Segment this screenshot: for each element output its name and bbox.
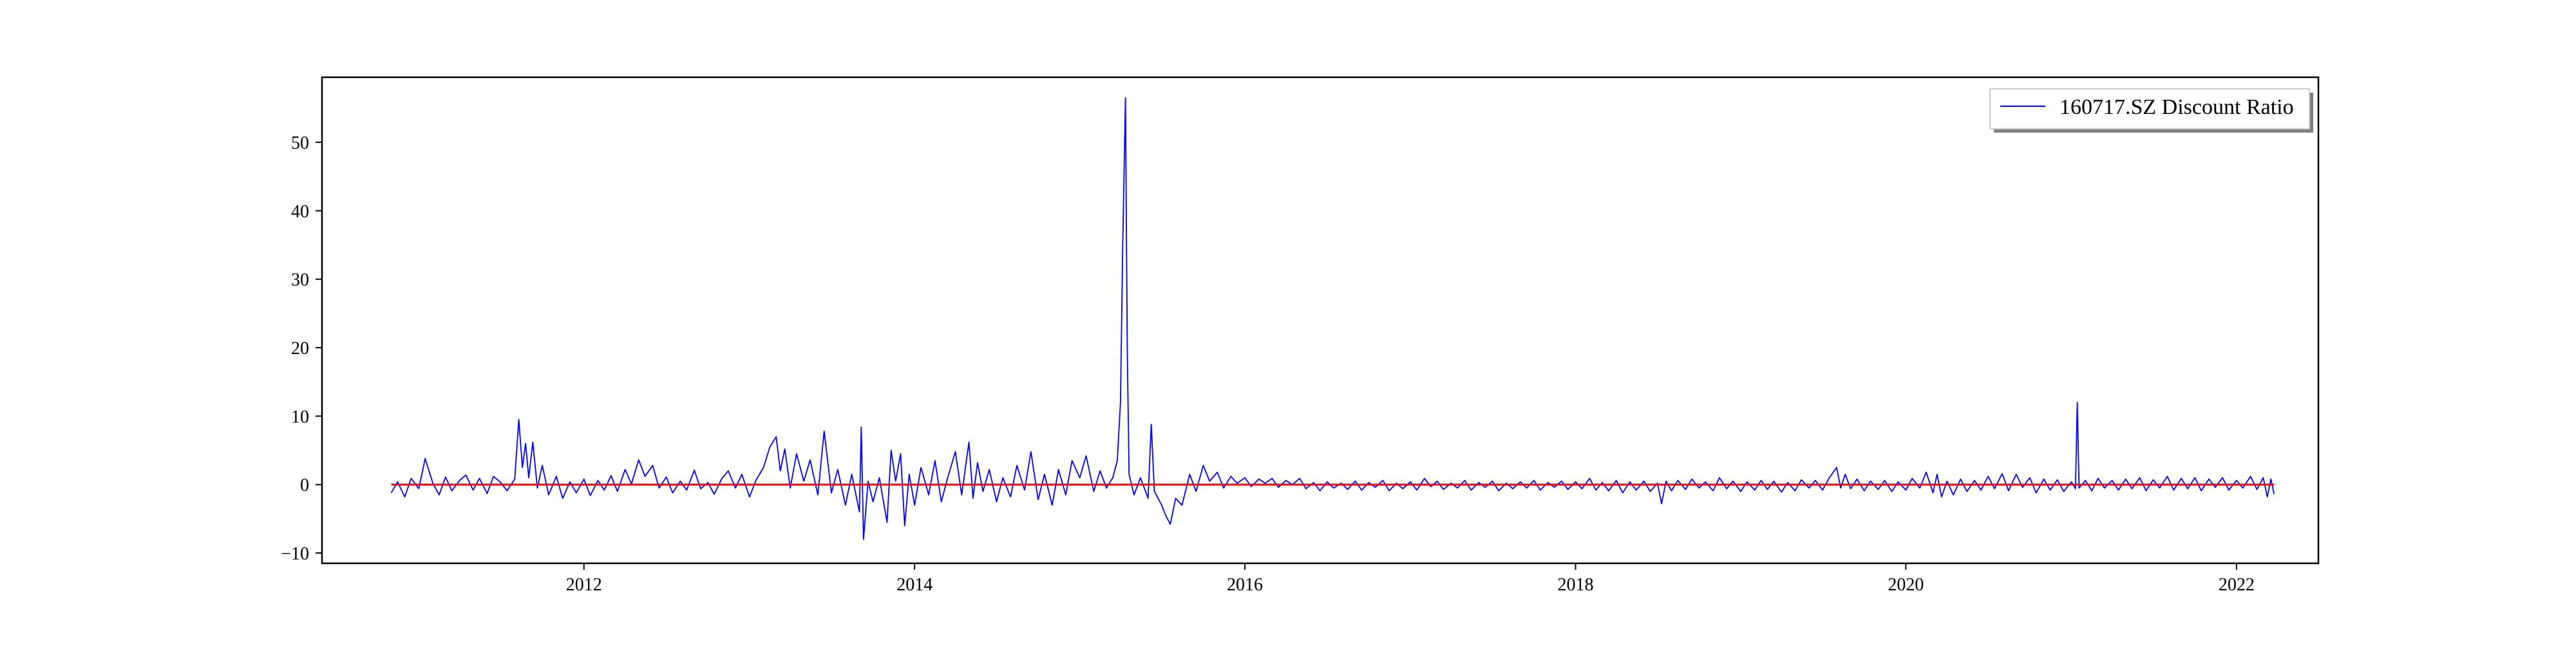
- legend-box: [1989, 88, 2310, 129]
- legend: 160717.SZ Discount Ratio: [1989, 88, 2313, 133]
- plot-area: [321, 76, 2320, 565]
- legend-label: 160717.SZ Discount Ratio: [2060, 95, 2294, 119]
- y-tick-label: 40: [291, 202, 309, 221]
- x-tick-label: 2022: [2219, 575, 2255, 595]
- series-layer: [390, 97, 2275, 540]
- y-tick-label: 30: [291, 270, 309, 290]
- y-tick-label: 20: [291, 339, 309, 359]
- x-tick-label: 2018: [1558, 575, 1594, 595]
- y-tick-label: 0: [300, 476, 309, 496]
- y-axis: −10 0 10 20 30 40 50: [281, 133, 322, 564]
- x-tick-label: 2016: [1227, 575, 1263, 595]
- y-tick-label: −10: [281, 544, 309, 564]
- x-tick-label: 2020: [1888, 575, 1924, 595]
- y-tick-label: 50: [291, 133, 309, 153]
- y-tick-label: 10: [291, 407, 309, 427]
- x-tick-label: 2012: [566, 575, 602, 595]
- plot-frame: [321, 76, 2320, 565]
- x-tick-label: 2014: [896, 575, 933, 595]
- x-axis: 2012 2014 2016 2018 2020 2022: [566, 563, 2255, 595]
